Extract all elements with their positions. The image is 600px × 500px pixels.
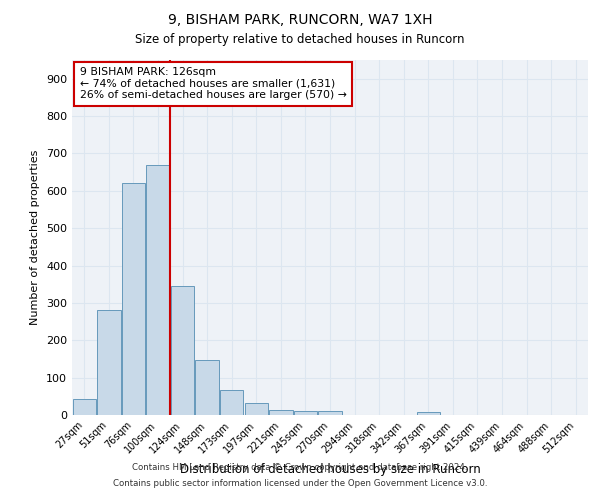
Text: Contains public sector information licensed under the Open Government Licence v3: Contains public sector information licen…	[113, 479, 487, 488]
Bar	[294, 411, 317, 415]
Text: Size of property relative to detached houses in Runcorn: Size of property relative to detached ho…	[135, 32, 465, 46]
Bar	[245, 402, 268, 415]
Bar	[73, 398, 96, 415]
Bar	[97, 310, 121, 415]
Bar	[269, 410, 293, 415]
Y-axis label: Number of detached properties: Number of detached properties	[31, 150, 40, 325]
Text: Contains HM Land Registry data © Crown copyright and database right 2024.: Contains HM Land Registry data © Crown c…	[132, 462, 468, 471]
Bar	[196, 360, 219, 415]
Bar	[171, 286, 194, 415]
Bar	[122, 184, 145, 415]
Bar	[319, 412, 341, 415]
Bar	[146, 164, 170, 415]
Text: 9 BISHAM PARK: 126sqm
← 74% of detached houses are smaller (1,631)
26% of semi-d: 9 BISHAM PARK: 126sqm ← 74% of detached …	[80, 67, 347, 100]
Bar	[416, 412, 440, 415]
X-axis label: Distribution of detached houses by size in Runcorn: Distribution of detached houses by size …	[179, 463, 481, 476]
Bar	[220, 390, 244, 415]
Text: 9, BISHAM PARK, RUNCORN, WA7 1XH: 9, BISHAM PARK, RUNCORN, WA7 1XH	[168, 12, 432, 26]
